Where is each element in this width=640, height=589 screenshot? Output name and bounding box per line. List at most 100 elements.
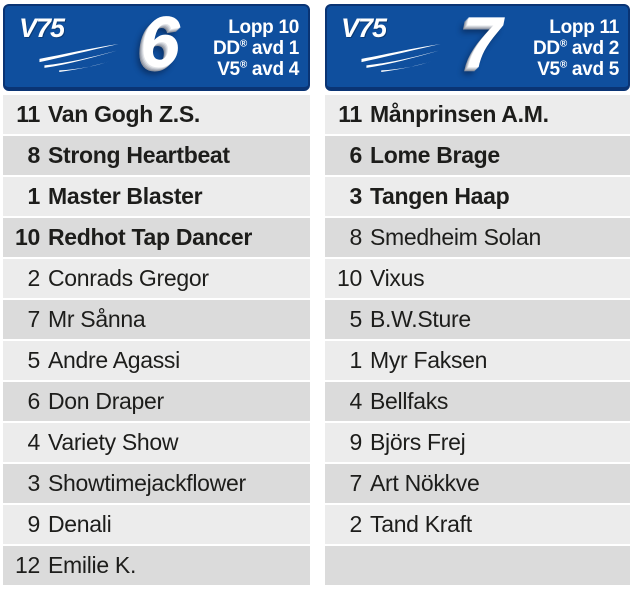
horse-name: Don Draper bbox=[48, 388, 164, 414]
horse-name: Variety Show bbox=[48, 429, 179, 455]
race-number: 7 bbox=[461, 4, 503, 83]
dd-prefix: DD bbox=[532, 38, 560, 59]
horse-row: 4 Variety Show bbox=[3, 423, 310, 462]
race-panel-7: V75 7 Lopp 11 DD® avd 2 V5® avd 5 11 Månpri… bbox=[325, 4, 630, 587]
horse-number: 2 bbox=[349, 511, 363, 537]
horse-name: Tangen Haap bbox=[370, 183, 510, 209]
horse-row: 9 Björs Frej bbox=[325, 423, 630, 462]
horse-name: Mr Sånna bbox=[48, 306, 146, 332]
horse-row: 7 Mr Sånna bbox=[3, 300, 310, 339]
horse-row: 10 Vixus bbox=[325, 259, 630, 298]
horse-number: 12 bbox=[15, 552, 40, 578]
horse-name: Lome Brage bbox=[370, 142, 500, 168]
horse-number: 7 bbox=[27, 306, 41, 332]
horse-name: Emilie K. bbox=[48, 552, 137, 578]
race-info: Lopp 11 DD® avd 2 V5® avd 5 bbox=[533, 17, 619, 80]
horse-number: 9 bbox=[349, 429, 363, 455]
v5-label: V5® avd 4 bbox=[213, 59, 299, 80]
horse-name: B.W.Sture bbox=[370, 306, 471, 332]
horse-row: 8 Strong Heartbeat bbox=[3, 136, 310, 175]
dd-label: DD® avd 2 bbox=[533, 38, 619, 59]
lopp-label: Lopp 10 bbox=[228, 17, 299, 38]
horse-row: 12 Emilie K. bbox=[3, 546, 310, 585]
horse-name: Showtimejackflower bbox=[48, 470, 246, 496]
horse-list-race-7: 11 Månprinsen A.M. 6 Lome Brage 3 Tangen Haap… bbox=[325, 95, 630, 585]
horse-name: Bellfaks bbox=[370, 388, 449, 414]
horse-row: 11 Van Gogh Z.S. bbox=[3, 95, 310, 134]
horse-row: 10 Redhot Tap Dancer bbox=[3, 218, 310, 257]
horse-name: Vixus bbox=[370, 265, 425, 291]
horse-number: 10 bbox=[15, 224, 40, 250]
horse-row: 3 Tangen Haap bbox=[325, 177, 630, 216]
horse-name: Van Gogh Z.S. bbox=[48, 101, 201, 127]
dd-suffix: avd 1 bbox=[251, 38, 299, 59]
horse-row: 1 Myr Faksen bbox=[325, 341, 630, 380]
horse-number: 1 bbox=[27, 183, 41, 209]
horse-row: 6 Don Draper bbox=[3, 382, 310, 421]
horse-row: 5 B.W.Sture bbox=[325, 300, 630, 339]
horse-number: 7 bbox=[349, 470, 363, 496]
horse-number: 6 bbox=[349, 142, 363, 168]
horse-name: Björs Frej bbox=[370, 429, 466, 455]
race-panel-6: V75 6 Lopp 10 DD® avd 1 V5® avd 4 11 Van Go… bbox=[3, 4, 310, 587]
horse-number: 10 bbox=[337, 265, 362, 291]
v5-suffix: avd 4 bbox=[251, 59, 299, 80]
horse-name: Redhot Tap Dancer bbox=[48, 224, 253, 250]
horse-name: Andre Agassi bbox=[48, 347, 180, 373]
horse-number: 3 bbox=[27, 470, 41, 496]
horse-row: 4 Bellfaks bbox=[325, 382, 630, 421]
race-info: Lopp 10 DD® avd 1 V5® avd 4 bbox=[213, 17, 299, 80]
registered-mark: ® bbox=[239, 59, 247, 71]
race-number: 6 bbox=[139, 4, 181, 83]
v5-prefix: V5 bbox=[537, 59, 560, 80]
horse-number: 8 bbox=[349, 224, 363, 250]
horse-number: 2 bbox=[27, 265, 41, 291]
horse-number: 8 bbox=[27, 142, 41, 168]
horse-row: 11 Månprinsen A.M. bbox=[325, 95, 630, 134]
dd-prefix: DD bbox=[212, 38, 240, 59]
registered-mark: ® bbox=[239, 38, 247, 50]
horse-name: Smedheim Solan bbox=[370, 224, 541, 250]
horse-row: 7 Art Nökkve bbox=[325, 464, 630, 503]
horse-name: Master Blaster bbox=[48, 183, 203, 209]
empty-row bbox=[325, 546, 630, 585]
horse-row: 2 Conrads Gregor bbox=[3, 259, 310, 298]
swoosh-icon bbox=[361, 44, 441, 72]
horse-row: 6 Lome Brage bbox=[325, 136, 630, 175]
v75-logo-text: V75 bbox=[341, 13, 387, 43]
horse-row: 9 Denali bbox=[3, 505, 310, 544]
dd-suffix: avd 2 bbox=[571, 38, 619, 59]
horse-number: 3 bbox=[349, 183, 363, 209]
horse-name: Conrads Gregor bbox=[48, 265, 209, 291]
horse-number: 5 bbox=[349, 306, 363, 332]
horse-number: 4 bbox=[349, 388, 363, 414]
horse-number: 11 bbox=[16, 101, 40, 127]
horse-name: Tand Kraft bbox=[370, 511, 472, 537]
v5-suffix: avd 5 bbox=[571, 59, 619, 80]
race-7-header: V75 7 Lopp 11 DD® avd 2 V5® avd 5 bbox=[325, 4, 630, 91]
horse-number: 5 bbox=[27, 347, 41, 373]
lopp-label: Lopp 11 bbox=[549, 17, 619, 38]
horse-number: 11 bbox=[338, 101, 362, 127]
horse-name: Denali bbox=[48, 511, 112, 537]
swoosh-icon bbox=[39, 44, 119, 72]
horse-row: 1 Master Blaster bbox=[3, 177, 310, 216]
horse-row: 3 Showtimejackflower bbox=[3, 464, 310, 503]
horse-list-race-6: 11 Van Gogh Z.S. 8 Strong Heartbeat 1 Master … bbox=[3, 95, 310, 585]
dd-label: DD® avd 1 bbox=[213, 38, 299, 59]
horse-name: Månprinsen A.M. bbox=[370, 101, 549, 127]
horse-name: Art Nökkve bbox=[370, 470, 480, 496]
v5-label: V5® avd 5 bbox=[533, 59, 619, 80]
horse-name: Myr Faksen bbox=[370, 347, 488, 373]
horse-number: 4 bbox=[27, 429, 41, 455]
horse-row: 8 Smedheim Solan bbox=[325, 218, 630, 257]
horse-number: 6 bbox=[27, 388, 41, 414]
horse-row: 5 Andre Agassi bbox=[3, 341, 310, 380]
registered-mark: ® bbox=[559, 38, 567, 50]
race-6-header: V75 6 Lopp 10 DD® avd 1 V5® avd 4 bbox=[3, 4, 310, 91]
horse-number: 9 bbox=[27, 511, 41, 537]
registered-mark: ® bbox=[559, 59, 567, 71]
horse-row: 2 Tand Kraft bbox=[325, 505, 630, 544]
v5-prefix: V5 bbox=[217, 59, 240, 80]
